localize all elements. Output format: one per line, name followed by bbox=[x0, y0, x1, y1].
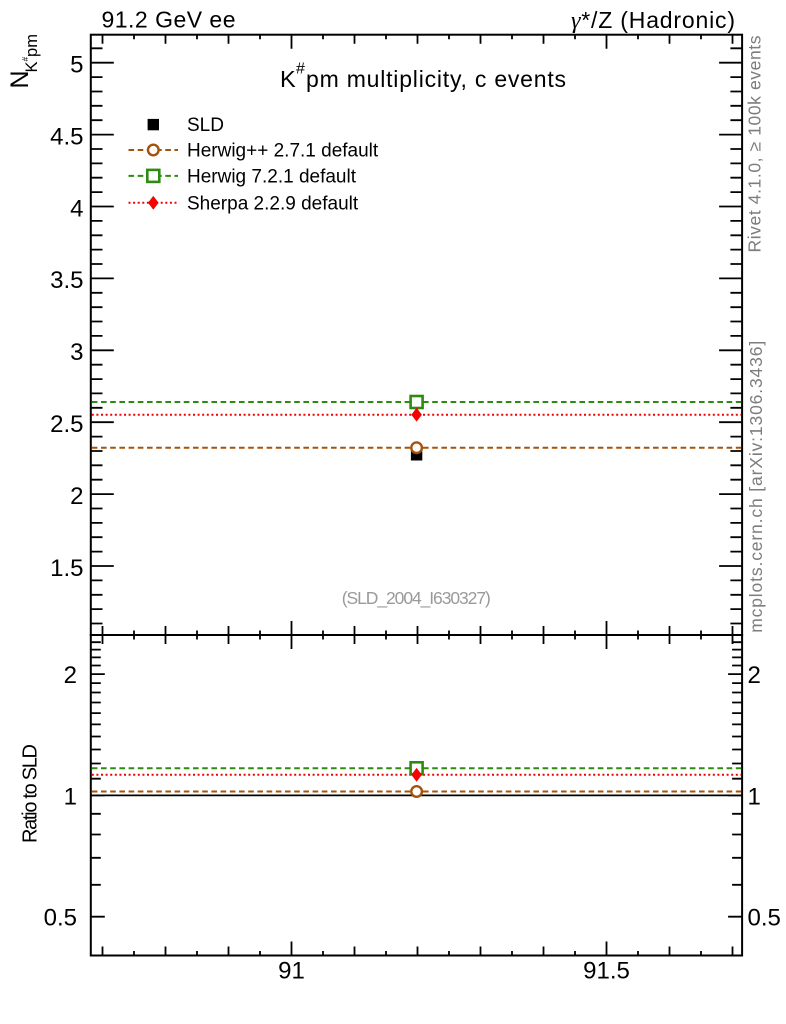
svg-text:5: 5 bbox=[70, 52, 83, 79]
svg-text:3: 3 bbox=[70, 339, 83, 366]
svg-text:3.5: 3.5 bbox=[50, 267, 83, 294]
svg-text:4: 4 bbox=[70, 195, 83, 222]
svg-text:SLD: SLD bbox=[187, 115, 224, 136]
svg-text:(SLD_2004_I630327): (SLD_2004_I630327) bbox=[342, 588, 491, 609]
svg-text:1.5: 1.5 bbox=[50, 555, 83, 582]
svg-text:0.5: 0.5 bbox=[748, 905, 781, 932]
svg-text:pm multiplicity, c events: pm multiplicity, c events bbox=[306, 66, 566, 92]
svg-text:Sherpa 2.2.9 default: Sherpa 2.2.9 default bbox=[187, 193, 359, 214]
svg-text:mcplots.cern.ch [arXiv:1306.34: mcplots.cern.ch [arXiv:1306.3436] bbox=[746, 341, 766, 633]
svg-text:91: 91 bbox=[278, 958, 305, 985]
svg-text:Herwig++ 2.7.1 default: Herwig++ 2.7.1 default bbox=[187, 141, 379, 162]
svg-text:2: 2 bbox=[64, 662, 77, 689]
svg-text:2: 2 bbox=[748, 662, 761, 689]
svg-text:1: 1 bbox=[748, 783, 761, 810]
svg-text:#: # bbox=[296, 61, 305, 78]
svg-text:91.5: 91.5 bbox=[583, 958, 630, 985]
svg-text:γ*/Z (Hadronic): γ*/Z (Hadronic) bbox=[571, 7, 735, 34]
svg-text:91.2 GeV ee: 91.2 GeV ee bbox=[102, 7, 236, 33]
svg-text:2.5: 2.5 bbox=[50, 411, 83, 438]
svg-text:Rivet 4.1.0, ≥ 100k events: Rivet 4.1.0, ≥ 100k events bbox=[745, 35, 765, 252]
svg-text:0.5: 0.5 bbox=[44, 905, 77, 932]
svg-text:Ratio to SLD: Ratio to SLD bbox=[20, 744, 42, 843]
svg-text:Herwig 7.2.1 default: Herwig 7.2.1 default bbox=[187, 166, 357, 187]
svg-text:1: 1 bbox=[64, 783, 77, 810]
svg-text:4.5: 4.5 bbox=[50, 123, 83, 150]
svg-text:K: K bbox=[280, 66, 296, 92]
svg-text:2: 2 bbox=[70, 483, 83, 510]
